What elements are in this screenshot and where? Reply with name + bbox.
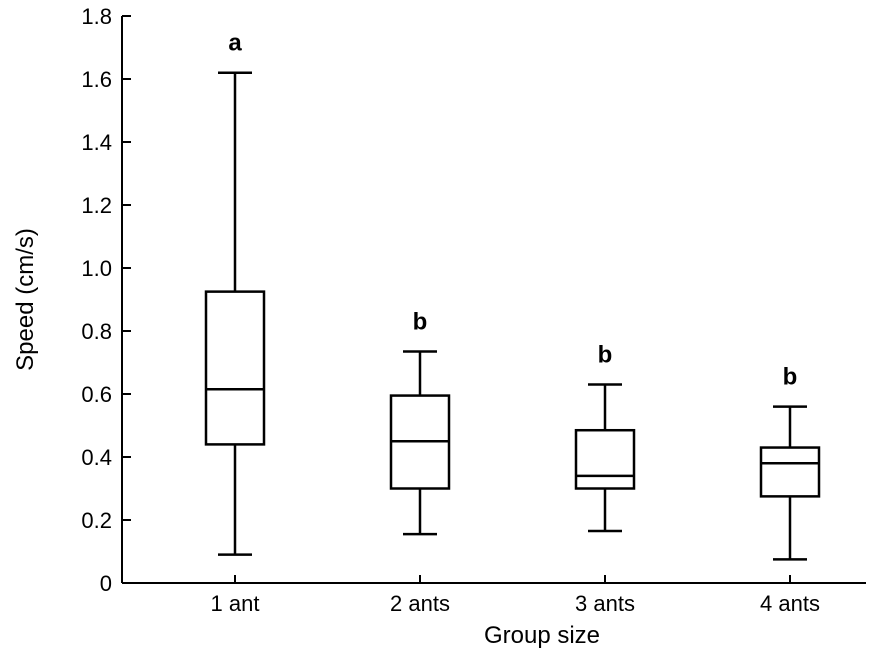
- y-tick-label: 1.2: [81, 193, 112, 218]
- axes: [121, 16, 866, 584]
- box-group: b: [574, 342, 636, 533]
- box-group: a: [204, 30, 266, 556]
- box-group: b: [389, 308, 451, 536]
- y-tick-label: 0.6: [81, 382, 112, 407]
- y-axis-title: Speed (cm/s): [12, 228, 39, 371]
- y-ticks: 0 0.2 0.4 0.6 0.8 1.0 1.2 1.4 1.6 1.8: [81, 4, 131, 596]
- y-tick-label: 1.6: [81, 67, 112, 92]
- y-tick-label: 0.2: [81, 508, 112, 533]
- iqr-box: [204, 290, 266, 446]
- significance-label: b: [413, 308, 428, 335]
- box-group: b: [759, 364, 821, 561]
- y-tick-label: 1.4: [81, 130, 112, 155]
- significance-label: b: [783, 364, 798, 391]
- boxes: a b b b: [204, 30, 821, 561]
- significance-label: b: [598, 342, 613, 369]
- x-tick-label: 2 ants: [390, 591, 450, 616]
- y-tick-label: 1.8: [81, 4, 112, 29]
- x-axis-title: Group size: [484, 622, 600, 649]
- x-ticks: 1 ant 2 ants 3 ants 4 ants: [211, 575, 820, 616]
- y-tick-label: 1.0: [81, 256, 112, 281]
- iqr-box: [759, 446, 821, 498]
- y-tick-label: 0.4: [81, 445, 112, 470]
- x-tick-label: 3 ants: [575, 591, 635, 616]
- x-tick-label: 1 ant: [211, 591, 260, 616]
- x-tick-label: 4 ants: [760, 591, 820, 616]
- significance-label: a: [228, 30, 242, 57]
- y-tick-label: 0.8: [81, 319, 112, 344]
- iqr-box: [574, 428, 636, 490]
- y-tick-label: 0: [100, 571, 112, 596]
